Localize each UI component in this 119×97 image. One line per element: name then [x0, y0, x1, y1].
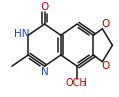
Text: 3: 3 — [82, 81, 86, 87]
Text: N: N — [41, 67, 48, 77]
Text: O: O — [101, 19, 109, 29]
Text: OCH: OCH — [65, 78, 87, 88]
Text: O: O — [101, 61, 109, 71]
Text: O: O — [40, 2, 49, 12]
Text: HN: HN — [14, 29, 30, 39]
